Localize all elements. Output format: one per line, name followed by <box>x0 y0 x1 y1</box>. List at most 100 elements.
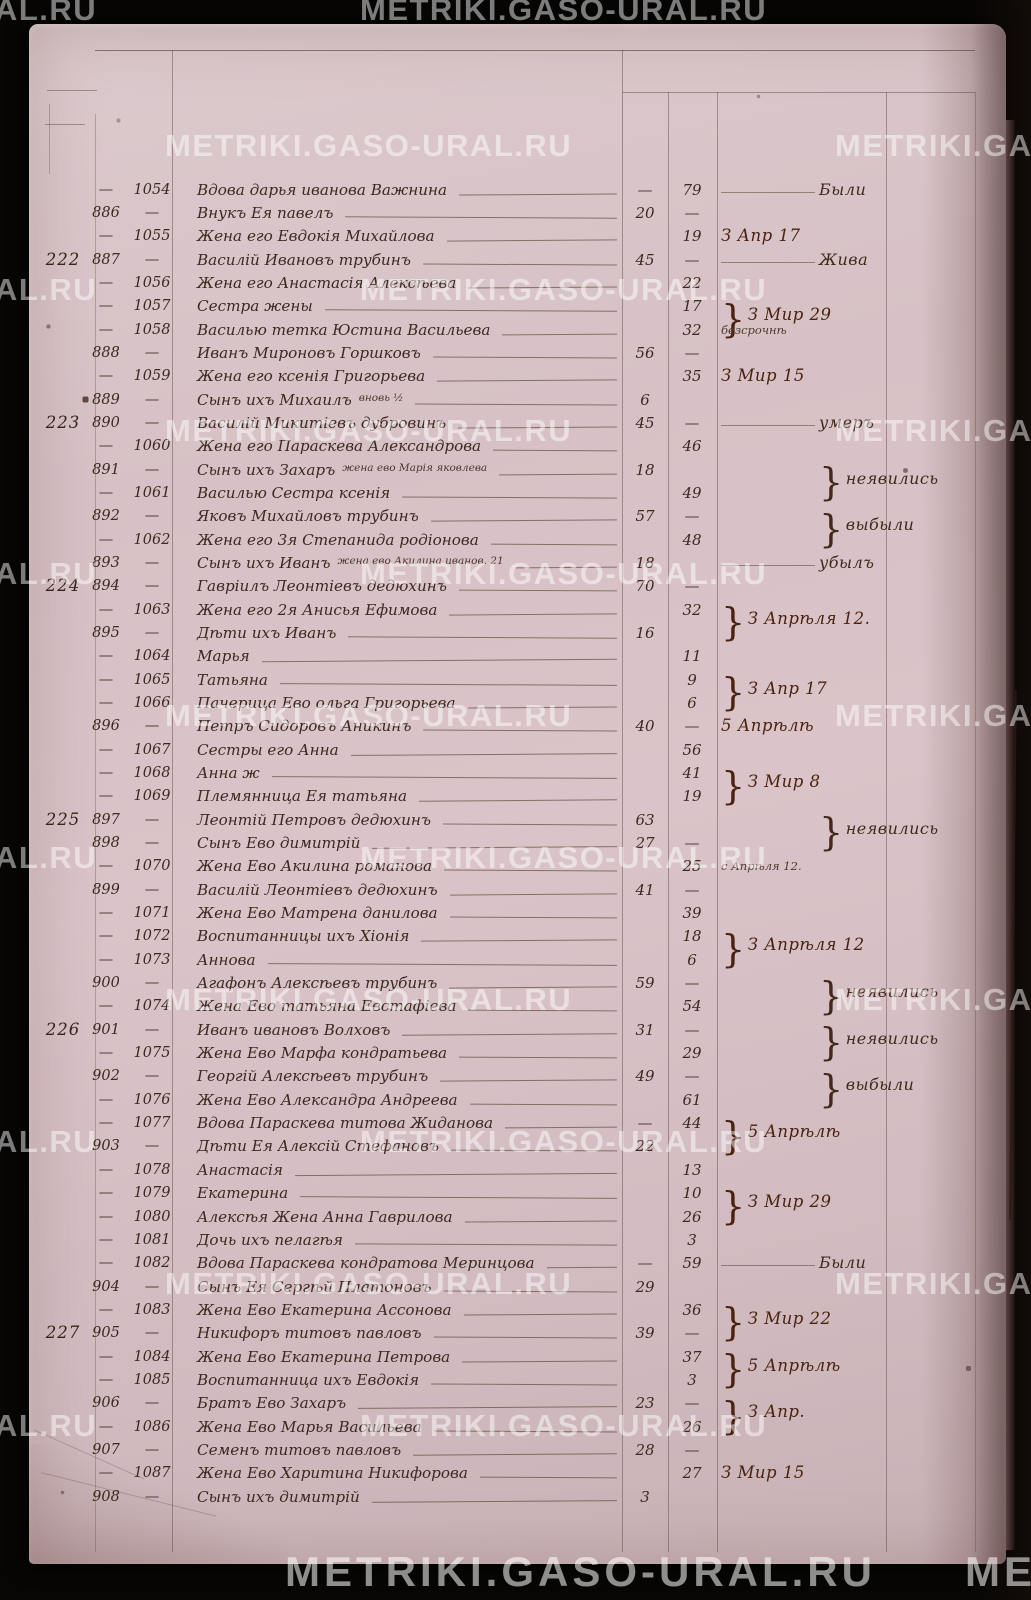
table-row: — 1058 Василью тетка Юстина Васильева 32 без… <box>29 319 1006 342</box>
female-age-cell: 46 <box>682 437 702 456</box>
female-number-cell: 1083 <box>133 1301 171 1318</box>
household-number-cell: 222 <box>45 249 81 269</box>
name-text: Воспитанница ихъ Евдокія <box>197 1370 420 1389</box>
male-number-cell: 886 <box>92 204 120 221</box>
name-cell: Василій Леонтіевъ дедюхинъ <box>197 879 621 902</box>
table-row: — 1071 Жена Ево Матрена данилова 39 <box>29 902 1006 925</box>
female-age-cell: — <box>684 1324 700 1343</box>
name-underline <box>444 869 618 872</box>
name-cell: Сынъ Ея Сергѣй Платоновъ <box>197 1276 621 1299</box>
table-row: — 1078 Анастасія 13 <box>29 1159 1006 1182</box>
wife-addendum: жена ево Марія яковлева <box>342 461 488 474</box>
date-note-cell: 5 Апрѣлѣ <box>721 716 815 736</box>
name-cell: Леонтій Петровъ дедюхинъ <box>197 809 621 832</box>
female-age-cell: 17 <box>682 297 702 316</box>
male-number-cell: — <box>98 1255 114 1272</box>
name-text: Никифоръ титовъ павловъ <box>197 1324 422 1343</box>
name-cell: Дѣти ихъ Иванъ <box>197 622 621 645</box>
household-number-cell: 225 <box>45 809 81 829</box>
census-table: —1054 Вдова дарья иванова Важнина —79 Были 8… <box>29 24 1006 1564</box>
male-number-cell: — <box>98 951 114 968</box>
name-text: Жена Ево Марья Васильева <box>197 1417 422 1436</box>
name-text: Вдова Параскева титова Жиданова <box>197 1114 494 1133</box>
female-age-cell: 48 <box>682 530 702 549</box>
date-note-cell: З Мир 15 <box>721 1463 805 1483</box>
female-number-cell: — <box>144 508 160 525</box>
male-age-cell: 57 <box>635 507 655 526</box>
household-number-cell: 227 <box>45 1323 81 1343</box>
table-row: — 1075 Жена Ево Марфа кондратьева 29 <box>29 1042 1006 1065</box>
female-age-cell: 25 <box>682 857 702 876</box>
name-underline <box>467 706 618 709</box>
document-page: —1054 Вдова дарья иванова Важнина —79 Были 8… <box>29 24 1006 1564</box>
male-age-cell: 70 <box>635 577 655 596</box>
male-number-cell: — <box>98 1045 114 1062</box>
table-row: 903 — Дѣти Ея Алексій Стефановъ 22 <box>29 1135 1006 1158</box>
wife-addendum: вновь ½ <box>358 391 404 404</box>
name-text: Дѣти ихъ Иванъ <box>197 624 337 642</box>
female-number-cell: 1064 <box>133 648 171 665</box>
name-cell: Анна ж <box>197 762 621 785</box>
name-underline <box>449 916 618 919</box>
name-underline <box>546 1266 618 1269</box>
name-cell: Петръ Сидоровъ Аникинъ <box>197 715 621 738</box>
name-text: Сынъ Ея Сергѣй Платоновъ <box>197 1277 432 1296</box>
female-age-cell: 19 <box>682 227 702 246</box>
table-row: 904 — Сынъ Ея Сергѣй Платоновъ 29 <box>29 1276 1006 1299</box>
female-age-cell: — <box>684 203 700 222</box>
name-underline <box>358 1406 618 1410</box>
female-number-cell: — <box>144 718 160 735</box>
name-cell: Сынъ ихъ димитрій <box>197 1486 621 1509</box>
name-underline <box>502 333 618 335</box>
name-text: Жена его ксенія Григорьева <box>197 367 426 386</box>
female-age-cell: 3 <box>687 1370 697 1389</box>
table-row: 893 — Сынъ ихъ Иванъ жена ево Акилина ивано… <box>29 552 1006 575</box>
male-age-cell: 56 <box>635 343 655 362</box>
name-text: Вдова Параскева кондратова Меринцова <box>197 1254 535 1273</box>
female-age-cell: 61 <box>682 1090 702 1109</box>
female-number-cell: 1072 <box>133 928 171 945</box>
name-text: Жена его Параскева Александрова <box>197 437 482 456</box>
male-age-cell: 18 <box>635 553 655 572</box>
male-age-cell: 29 <box>635 1277 655 1296</box>
table-row: — 1076 Жена Ево Александра Андреева 61 <box>29 1089 1006 1112</box>
name-underline <box>324 309 618 312</box>
male-number-cell: — <box>98 928 114 945</box>
table-row: —1077 Вдова Параскева титова Жиданова —44}… <box>29 1112 1006 1155</box>
table-row: 223 890 — Василій Микитіевъ дубровинъ 45 — уме… <box>29 412 1006 435</box>
female-number-cell: — <box>144 1395 160 1412</box>
female-number-cell: 1069 <box>133 788 171 805</box>
name-text: Василій Микитіевъ дубровинъ <box>197 413 447 432</box>
female-number-cell: 1080 <box>133 1208 171 1225</box>
name-underline <box>354 1243 618 1246</box>
name-text: Внукъ Ея павелъ <box>197 203 334 222</box>
female-age-cell: 35 <box>682 367 702 386</box>
name-underline <box>294 1172 617 1176</box>
date-note-cell: } З Мир 8 <box>721 763 821 808</box>
name-text: Василью тетка Юстина Васильева <box>197 320 491 339</box>
name-cell: Братъ Ево Захаръ <box>197 1392 621 1415</box>
female-number-cell: — <box>144 975 160 992</box>
female-number-cell: — <box>144 1325 160 1342</box>
female-number-cell: 1056 <box>133 274 171 291</box>
name-underline <box>443 823 618 826</box>
name-cell: Иванъ ивановъ Волховъ <box>197 1019 621 1042</box>
name-cell: Пачерица Ево ольга Григорьева <box>197 692 621 715</box>
table-row: 900— Агафонъ Алексѣевъ трубинъ 59—} неявили… <box>29 972 1006 1015</box>
name-cell: Никифоръ титовъ павловъ <box>197 1322 621 1345</box>
name-text: Жена Ево татьяна Евстафіева <box>197 997 457 1016</box>
name-text: Братъ Ево Захаръ <box>197 1394 347 1413</box>
name-cell: Семенъ титовъ павловъ <box>197 1439 621 1462</box>
female-age-cell: 36 <box>682 1300 702 1319</box>
male-number-cell: 892 <box>92 508 120 525</box>
name-underline <box>279 682 618 686</box>
female-number-cell: 1057 <box>133 298 171 315</box>
female-number-cell: 1063 <box>133 601 171 618</box>
female-number-cell: — <box>144 414 160 431</box>
male-age-cell: 63 <box>635 810 655 829</box>
female-number-cell: — <box>144 251 160 268</box>
name-underline <box>468 1010 618 1012</box>
female-number-cell: 1054 <box>133 181 171 198</box>
name-text: Жена его Анастасія Алексѣева <box>197 273 457 292</box>
name-cell: Жена его 3я Степанида родіонова <box>197 529 621 552</box>
